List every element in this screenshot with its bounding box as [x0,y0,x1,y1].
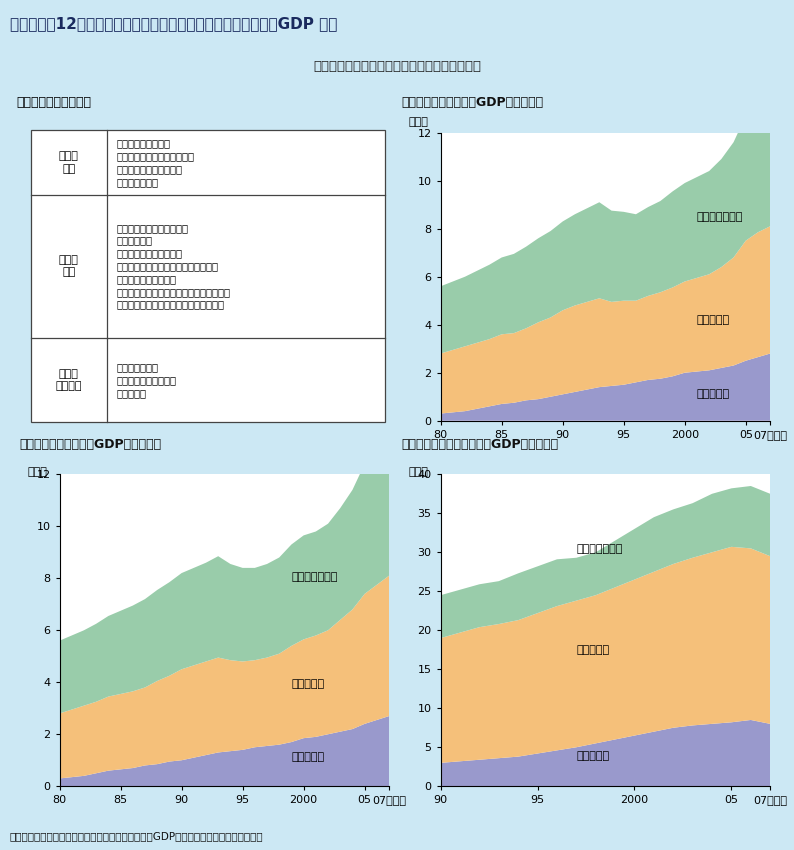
Text: ・受注ソフトウェア
・パッケージ・ソフトウェア
・自社開発ソフトウェア
・データベース: ・受注ソフトウェア ・パッケージ・ソフトウェア ・自社開発ソフトウェア ・データ… [117,139,195,187]
Text: 第２－３－12図　無形資産投資・ストックの推移（民間企業、GDP 比）: 第２－３－12図 無形資産投資・ストックの推移（民間企業、GDP 比） [10,16,337,31]
Text: （％）: （％） [409,117,429,128]
Text: 情報化資産: 情報化資産 [291,752,325,762]
Text: （１）無形資産の分類: （１）無形資産の分類 [16,96,91,109]
Text: 革新的資産: 革新的資産 [697,315,730,325]
Text: （３）無形資産投資（GDP比、実質）: （３）無形資産投資（GDP比、実質） [20,438,162,450]
Text: ・自然科学分野の研究開発
・資源開発権
・著作権及びライセンス
・他の製品開発、デザイン、自然科学
　分野以外の研究開発
　（デザイン、ディスプレイ、機械設計、: ・自然科学分野の研究開発 ・資源開発権 ・著作権及びライセンス ・他の製品開発、… [117,223,230,309]
Text: 我が国企業の無形資産投資は付加価値の１割強: 我が国企業の無形資産投資は付加価値の１割強 [313,60,481,73]
Text: （４）無形資産ストック（GDP比、実質）: （４）無形資産ストック（GDP比、実質） [401,438,558,450]
Text: ・ブランド資産
・企業固有の人的資本
・組織構造: ・ブランド資産 ・企業固有の人的資本 ・組織構造 [117,362,176,398]
Text: （％）: （％） [409,468,429,478]
Text: （備考）無形資産の推計方法は付注２－３を参照。GDP比は民間企業部門の付加価値。: （備考）無形資産の推計方法は付注２－３を参照。GDP比は民間企業部門の付加価値。 [10,831,263,842]
Text: 情報化資産: 情報化資産 [576,751,610,761]
Text: 情報化資産: 情報化資産 [697,388,730,399]
Text: （２）無形資産投資（GDP比、名目）: （２）無形資産投資（GDP比、名目） [401,96,543,109]
Text: 経济的競争能力: 経济的競争能力 [697,212,743,223]
Text: 経济的競争能力: 経济的競争能力 [291,572,337,582]
Text: 情報化
資産: 情報化 資産 [59,151,79,173]
Text: （％）: （％） [28,468,48,478]
Text: 経济的
競争能力: 経济的 競争能力 [56,369,82,391]
Bar [31,131,385,422]
Text: 革新的資産: 革新的資産 [291,679,325,689]
Text: 革新的資産: 革新的資産 [576,645,610,654]
Text: 革新的
資産: 革新的 資産 [59,255,79,277]
Text: 経济的競争能力: 経济的競争能力 [576,544,622,554]
